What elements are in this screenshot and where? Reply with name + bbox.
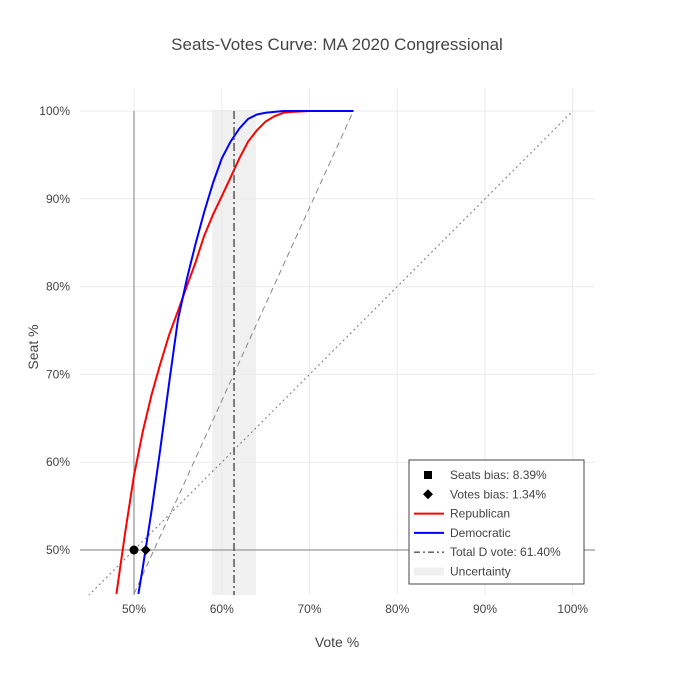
proportional-dashed-line [133, 110, 354, 595]
legend-item-uncertainty-symbol [414, 567, 444, 576]
y-axis-title: Seat % [25, 324, 41, 369]
legend-box [408, 459, 585, 585]
legend-item-seats-bias-label: Seats bias: 8.39% [450, 468, 547, 482]
legend-item-votes-bias-label: Votes bias: 1.34% [450, 487, 546, 501]
y-tick-label: 70% [46, 367, 70, 381]
legend-item-seats-bias-symbol [424, 471, 432, 479]
x-tick-label: 90% [473, 602, 497, 616]
x-tick-label: 50% [122, 602, 146, 616]
y-tick-label: 60% [46, 455, 70, 469]
votes-bias-marker [140, 545, 151, 555]
x-tick-label: 100% [557, 602, 588, 616]
legend-item-republican-label: Republican [450, 507, 510, 521]
x-tick-label: 60% [210, 602, 234, 616]
x-tick-label: 80% [385, 602, 409, 616]
legend-item-total-d-vote-label: Total D vote: 61.40% [450, 545, 561, 559]
plot-clip-group [88, 110, 574, 595]
series-democratic-line [137, 110, 354, 595]
chart-title: Seats-Votes Curve: MA 2020 Congressional [171, 35, 503, 54]
x-tick-label: 70% [297, 602, 321, 616]
legend: Seats bias: 8.39% Votes bias: 1.34% Republ… [408, 459, 585, 585]
seats-bias-marker [129, 545, 139, 555]
series-republican-line [115, 110, 354, 595]
y-tick-label: 80% [46, 280, 70, 294]
y-tick-label: 100% [39, 104, 70, 118]
y-tick-label: 90% [46, 192, 70, 206]
x-axis-title: Vote % [315, 634, 359, 650]
legend-item-democratic-label: Democratic [450, 526, 511, 540]
legend-item-uncertainty-label: Uncertainty [450, 565, 511, 579]
equal-vote-seat-dotted-line [88, 110, 574, 595]
y-tick-label: 50% [46, 543, 70, 557]
legend-item-votes-bias-symbol [423, 489, 433, 500]
